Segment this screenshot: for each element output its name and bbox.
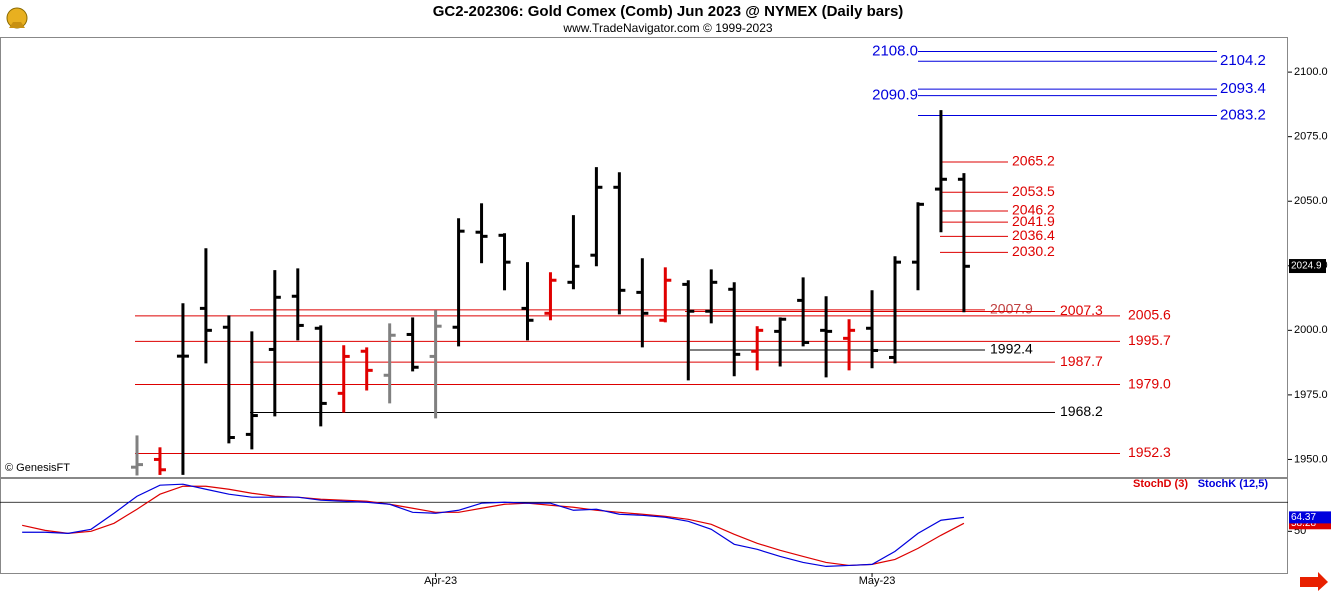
y-tick-label: 2050.0 <box>1294 195 1328 207</box>
chart-title: GC2-202306: Gold Comex (Comb) Jun 2023 @… <box>433 3 904 20</box>
price-panel <box>0 37 1288 478</box>
last-value: 58.28 <box>1291 518 1316 529</box>
level-label: 2108.0 <box>872 42 918 59</box>
level-label: 2041.9 <box>1012 213 1055 229</box>
level-label: 2090.9 <box>872 87 918 104</box>
stoch-line <box>22 483 964 568</box>
x-tick-label: Apr-23 <box>424 575 457 587</box>
chart-subtitle: www.TradeNavigator.com © 1999-2023 <box>562 21 772 35</box>
y-tick-label: 2075.0 <box>1294 131 1328 143</box>
level-label: 2007.9 <box>990 301 1033 317</box>
scroll-arrow[interactable] <box>1300 572 1328 591</box>
last-value: 64.37 <box>1291 512 1316 523</box>
level-label: 2093.4 <box>1220 80 1266 97</box>
level-label: 1987.7 <box>1060 353 1103 369</box>
source-label: © GenesisFT <box>5 462 70 474</box>
level-label: 2083.2 <box>1220 106 1266 123</box>
level-label: 1992.4 <box>990 341 1033 357</box>
level-label: 1968.2 <box>1060 403 1103 419</box>
level-label: 2036.4 <box>1012 227 1055 243</box>
level-label: 1952.3 <box>1128 444 1171 460</box>
x-tick-label: May-23 <box>859 575 896 587</box>
level-label: 2005.6 <box>1128 307 1171 323</box>
y-tick-label: 2000.0 <box>1294 324 1328 336</box>
y-tick-label: 2100.0 <box>1294 66 1328 78</box>
level-label: 2104.2 <box>1220 52 1266 69</box>
y-tick-label: 1975.0 <box>1294 389 1328 401</box>
level-label: 2030.2 <box>1012 243 1055 259</box>
level-label: 2065.2 <box>1012 153 1055 169</box>
value-box <box>1289 511 1331 524</box>
legend-entry: StochK (12,5) <box>1198 478 1269 490</box>
current-price: 2024.9 <box>1291 261 1322 272</box>
level-label: 1995.7 <box>1128 332 1171 348</box>
stoch-panel <box>0 478 1288 574</box>
level-label: 2046.2 <box>1012 202 1055 218</box>
level-label: 2053.5 <box>1012 183 1055 199</box>
level-label: 2007.3 <box>1060 302 1103 318</box>
level-label: 1979.0 <box>1128 375 1171 391</box>
logo <box>6 7 28 29</box>
legend-entry: StochD (3) <box>1133 478 1188 490</box>
y-tick-label: 1950.0 <box>1294 453 1328 465</box>
price-box <box>1289 259 1326 274</box>
stoch-line <box>22 485 965 567</box>
